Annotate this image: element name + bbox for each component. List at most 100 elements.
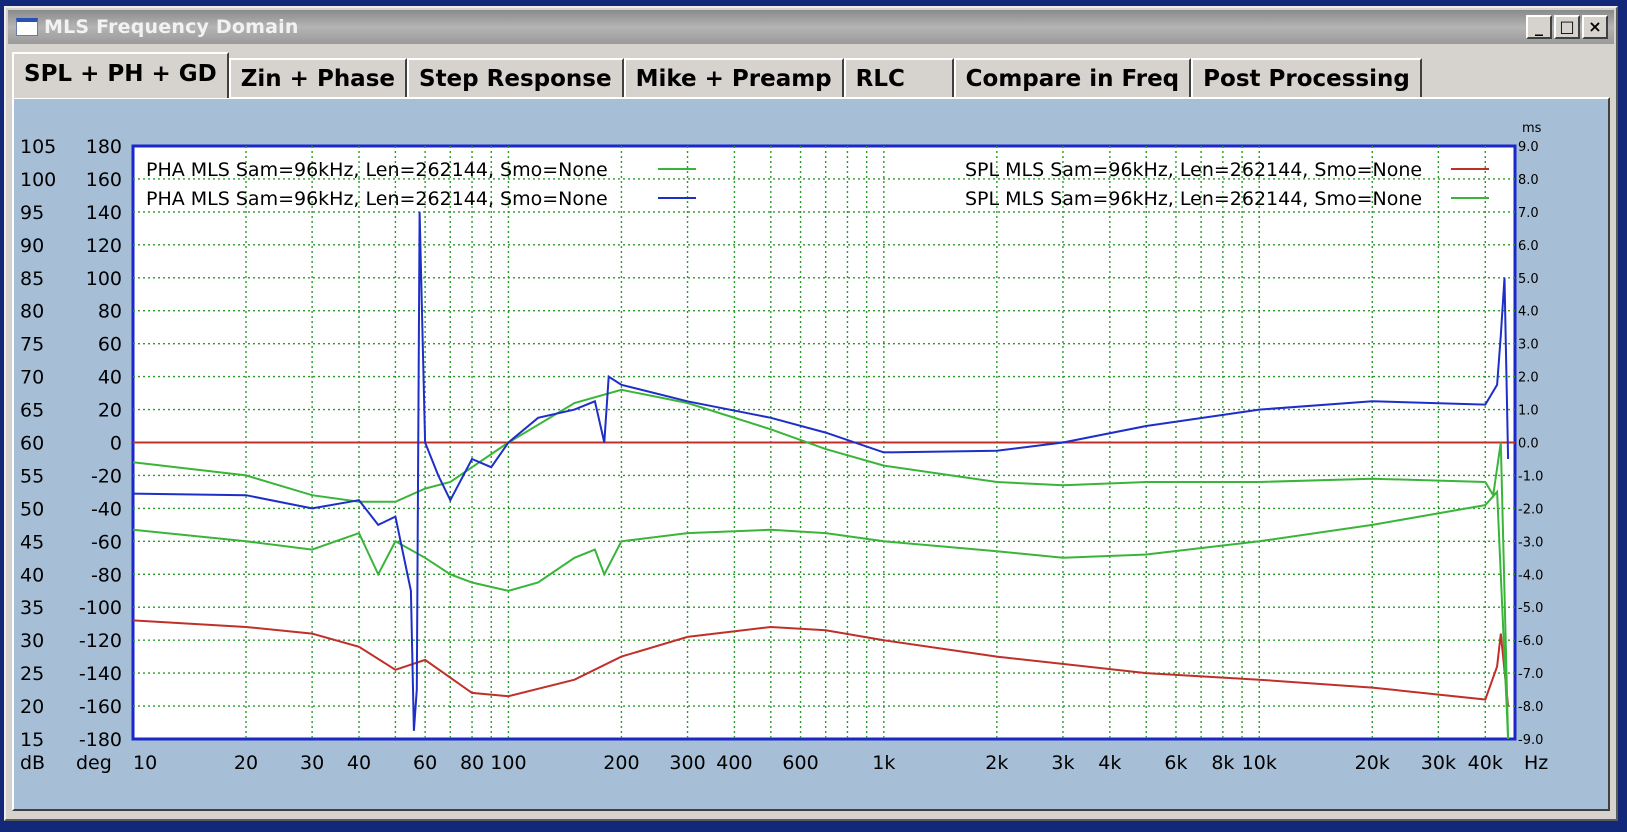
group-delay-tick-label: 8.0 <box>1518 173 1539 188</box>
frequency-tick-label: 30 <box>300 752 324 774</box>
tab-spl-ph-gd[interactable]: SPL + PH + GD <box>12 52 229 98</box>
tab-step-response[interactable]: Step Response <box>407 58 624 98</box>
spl-trace-red[interactable] <box>132 619 1510 707</box>
phase-tick-label: 60 <box>98 334 122 356</box>
phase-trace-blue[interactable] <box>132 211 1510 731</box>
spl-tick-label: 60 <box>20 433 44 455</box>
group-delay-tick-label: 1.0 <box>1518 404 1539 419</box>
legend-entry-label: PHA MLS Sam=96kHz, Len=262144, Smo=None <box>146 159 608 181</box>
spl-tick-label: 25 <box>20 663 44 685</box>
phase-tick-label: 100 <box>86 268 122 290</box>
group-delay-tick-label: 0.0 <box>1518 437 1539 452</box>
frequency-tick-label: 80 <box>460 752 484 774</box>
phase-tick-label: -40 <box>91 498 122 520</box>
group-delay-tick-label: -3.0 <box>1518 535 1543 550</box>
phase-tick-label: 40 <box>98 367 122 389</box>
phase-tick-label: -60 <box>91 531 122 553</box>
spl-tick-label: 90 <box>20 235 44 257</box>
group-delay-tick-label: -4.0 <box>1518 568 1543 583</box>
phase-tick-label: 140 <box>86 202 122 224</box>
group-delay-tick-label: -6.0 <box>1518 634 1543 649</box>
frequency-tick-label: 100 <box>490 752 526 774</box>
phase-tick-label: -20 <box>91 465 122 487</box>
spl-tick-label: 15 <box>20 729 44 751</box>
spl-tick-label: 40 <box>20 564 44 586</box>
phase-tick-label: 160 <box>86 169 122 191</box>
frequency-tick-label: 10k <box>1242 752 1277 774</box>
close-button[interactable]: × <box>1582 15 1608 39</box>
spl-tick-label: 20 <box>20 696 44 718</box>
maximize-button[interactable]: □ <box>1554 15 1580 39</box>
phase-tick-label: -140 <box>79 663 122 685</box>
group-delay-tick-label: -5.0 <box>1518 601 1543 616</box>
frequency-tick-label: 2k <box>985 752 1008 774</box>
phase-tick-label: 120 <box>86 235 122 257</box>
spl-tick-label: 100 <box>20 169 56 191</box>
frequency-tick-label: 40k <box>1468 752 1503 774</box>
group-delay-tick-label: 7.0 <box>1518 206 1539 221</box>
legend-entry-label: SPL MLS Sam=96kHz, Len=262144, Smo=None <box>965 159 1422 181</box>
phase-tick-label: -100 <box>79 597 122 619</box>
phase-unit-label: deg <box>76 752 112 774</box>
phase-tick-label: 0 <box>110 433 122 455</box>
minimize-button[interactable]: _ <box>1526 15 1552 39</box>
spl-tick-label: 45 <box>20 531 44 553</box>
tab-mike-preamp[interactable]: Mike + Preamp <box>623 58 844 98</box>
spl-tick-label: 70 <box>20 367 44 389</box>
group-delay-tick-label: -8.0 <box>1518 700 1543 715</box>
group-delay-unit-label: ms <box>1522 121 1542 136</box>
group-delay-tick-label: 5.0 <box>1518 272 1539 287</box>
frequency-tick-label: 60 <box>413 752 437 774</box>
phase-tick-label: 180 <box>86 136 122 158</box>
phase-tick-label: -160 <box>79 696 122 718</box>
frequency-tick-label: 6k <box>1164 752 1187 774</box>
spl-tick-label: 105 <box>20 136 56 158</box>
frequency-tick-label: 3k <box>1051 752 1074 774</box>
frequency-tick-label: 200 <box>603 752 639 774</box>
window-title: MLS Frequency Domain <box>44 16 299 38</box>
spl-trace-green[interactable] <box>132 388 1510 740</box>
frequency-tick-label: 1k <box>872 752 895 774</box>
frequency-tick-label: 30k <box>1421 752 1456 774</box>
spl-tick-label: 85 <box>20 268 44 290</box>
spl-tick-label: 55 <box>20 465 44 487</box>
spl-tick-label: 35 <box>20 597 44 619</box>
legend-entry-label: PHA MLS Sam=96kHz, Len=262144, Smo=None <box>146 188 608 210</box>
group-delay-tick-label: -1.0 <box>1518 469 1543 484</box>
frequency-tick-label: 400 <box>716 752 752 774</box>
app-window-icon <box>16 18 38 36</box>
frequency-tick-label: 20k <box>1355 752 1390 774</box>
tab-compare-in-freq[interactable]: Compare in Freq <box>953 58 1192 98</box>
group-delay-tick-label: -9.0 <box>1518 733 1543 748</box>
tab-zin-phase[interactable]: Zin + Phase <box>228 58 407 98</box>
frequency-tick-label: 300 <box>669 752 705 774</box>
spl-tick-label: 95 <box>20 202 44 224</box>
group-delay-tick-label: 3.0 <box>1518 338 1539 353</box>
spl-tick-label: 75 <box>20 334 44 356</box>
frequency-tick-label: 4k <box>1098 752 1121 774</box>
phase-tick-label: -180 <box>79 729 122 751</box>
phase-tick-label: -120 <box>79 630 122 652</box>
title-bar[interactable]: MLS Frequency Domain _ □ × <box>8 10 1614 44</box>
legend-entry-label: SPL MLS Sam=96kHz, Len=262144, Smo=None <box>965 188 1422 210</box>
group-delay-tick-label: 2.0 <box>1518 371 1539 386</box>
tab-post-processing[interactable]: Post Processing <box>1191 58 1422 98</box>
group-delay-tick-label: -2.0 <box>1518 502 1543 517</box>
frequency-unit-label: Hz <box>1524 752 1548 774</box>
tab-rlc[interactable]: RLC <box>843 58 954 98</box>
group-delay-tick-label: -7.0 <box>1518 667 1543 682</box>
mls-frequency-domain-window: MLS Frequency Domain _ □ × SPL + PH + GD… <box>4 6 1618 821</box>
frequency-tick-label: 8k <box>1211 752 1234 774</box>
chart-panel: 105 100 95 90 85 80 75 70 65 60 55 50 45 40 35 30 25 20 15… <box>12 97 1610 811</box>
phase-trace-green[interactable] <box>132 489 1510 740</box>
frequency-tick-label: 40 <box>347 752 371 774</box>
frequency-tick-label: 600 <box>782 752 818 774</box>
spl-tick-label: 30 <box>20 630 44 652</box>
spl-unit-label: dB <box>20 752 45 774</box>
frequency-response-chart[interactable]: 1051009590858075706560555045403530252015… <box>14 99 1608 809</box>
group-delay-tick-label: 4.0 <box>1518 305 1539 320</box>
tab-strip: SPL + PH + GD Zin + Phase Step Response … <box>12 52 1422 98</box>
spl-tick-label: 50 <box>20 498 44 520</box>
group-delay-tick-label: 6.0 <box>1518 239 1539 254</box>
phase-tick-label: -80 <box>91 564 122 586</box>
